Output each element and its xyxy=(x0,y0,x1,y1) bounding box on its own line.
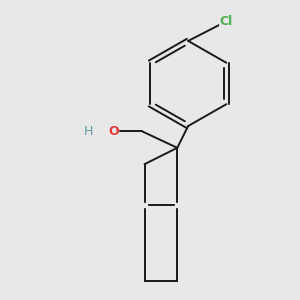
Text: Cl: Cl xyxy=(220,15,233,28)
Text: H: H xyxy=(84,125,93,138)
Text: O: O xyxy=(108,125,119,138)
